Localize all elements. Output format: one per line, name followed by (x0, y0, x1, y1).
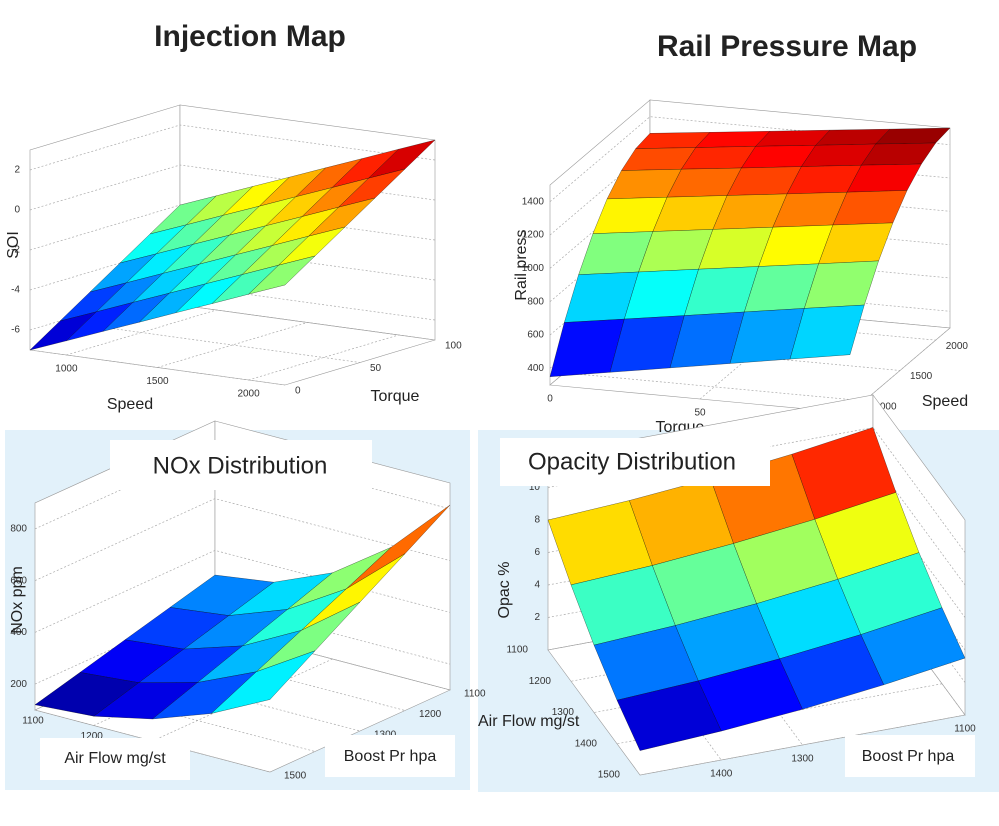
x-tick-label: 50 (694, 408, 706, 419)
x-tick-label: 1100 (506, 645, 528, 656)
grid-line (179, 304, 436, 341)
x-axis-label: Air Flow mg/st (64, 750, 166, 767)
z-tick-label: 0 (14, 205, 20, 216)
z-tick-label: 1000 (522, 263, 545, 274)
z-tick-label: 200 (10, 679, 27, 690)
grid-line (547, 492, 966, 618)
z-tick-label: 6 (534, 547, 540, 558)
grid-line (547, 459, 966, 586)
y-axis-label: Boost Pr hpa (344, 748, 437, 765)
chart-title: Opacity Distribution (528, 448, 736, 475)
x-tick-label: 1500 (146, 376, 169, 387)
chart-title: Injection Map (154, 20, 346, 53)
y-tick-label: 0 (295, 386, 301, 397)
z-tick-label: 10 (529, 482, 541, 493)
z-tick-label: 400 (10, 627, 27, 638)
label-box (845, 735, 975, 777)
z-tick-label: 8 (534, 515, 540, 526)
z-axis-label: Opac % (496, 562, 513, 619)
z-tick-label: 2 (14, 165, 20, 176)
grid-line (639, 714, 966, 776)
grid-line (29, 349, 286, 386)
chart-title: NOx Distribution (153, 452, 328, 479)
z-tick-label: 2 (534, 612, 540, 623)
grid-line (29, 124, 436, 171)
z-tick-label: 1400 (522, 196, 545, 207)
y-tick-label: 50 (370, 363, 382, 374)
y-tick-label: 2000 (946, 341, 969, 352)
x-axis-label: Air Flow mg/st (478, 713, 580, 730)
title-box (500, 438, 770, 486)
y-tick-label: 1200 (419, 709, 442, 720)
z-axis-label: Rail press (513, 229, 530, 300)
z-axis-label: SOI (5, 231, 22, 259)
label-box (325, 735, 455, 777)
grid-line (34, 498, 451, 581)
y-tick-label: 1100 (464, 689, 486, 700)
x-tick-label: 1100 (22, 716, 44, 727)
z-tick-label: 800 (527, 296, 544, 307)
grid-line (547, 427, 966, 553)
y-axis-label: Speed (922, 393, 968, 410)
z-tick-label: -2 (11, 245, 20, 256)
x-tick-label: 1000 (55, 364, 78, 375)
grid-line (34, 550, 451, 633)
y-tick-label: 1300 (791, 754, 814, 765)
y-tick-label: 1400 (710, 769, 733, 780)
z-axis-label: NOx ppm (9, 566, 26, 634)
z-tick-label: 1200 (522, 230, 545, 241)
y-tick-label: 1500 (910, 371, 933, 382)
x-tick-label: 1200 (81, 731, 104, 742)
z-tick-label: 800 (10, 524, 27, 535)
y-tick-label: 1000 (874, 401, 897, 412)
y-tick-label: 100 (445, 341, 462, 352)
surface-patch (616, 680, 722, 751)
x-tick-label: 2000 (237, 389, 260, 400)
y-tick-label: 1500 (284, 771, 307, 782)
grid-line (104, 327, 361, 363)
label-box (40, 738, 190, 780)
z-tick-label: 400 (527, 363, 544, 374)
y-axis-label: Torque (371, 388, 420, 405)
z-tick-label: 4 (534, 580, 540, 591)
z-tick-label: -6 (11, 325, 20, 336)
surface-patch (247, 255, 316, 295)
x-tick-label: 1400 (575, 738, 598, 749)
x-tick-label: 1300 (552, 707, 575, 718)
chart-title: Rail Pressure Map (657, 30, 917, 63)
z-tick-label: 600 (10, 575, 27, 586)
x-tick-label: 0 (547, 394, 553, 405)
y-tick-label: 1100 (954, 724, 976, 735)
surface-patch (210, 650, 316, 714)
x-tick-label: 1500 (598, 770, 621, 781)
surface-patch (789, 304, 865, 360)
grid-line (152, 658, 333, 742)
x-axis-label: Speed (107, 396, 153, 413)
title-box (110, 440, 372, 490)
y-axis-label: Boost Pr hpa (862, 748, 955, 765)
x-tick-label: 1200 (529, 676, 552, 687)
z-tick-label: 600 (527, 330, 544, 341)
z-tick-label: -4 (11, 285, 20, 296)
